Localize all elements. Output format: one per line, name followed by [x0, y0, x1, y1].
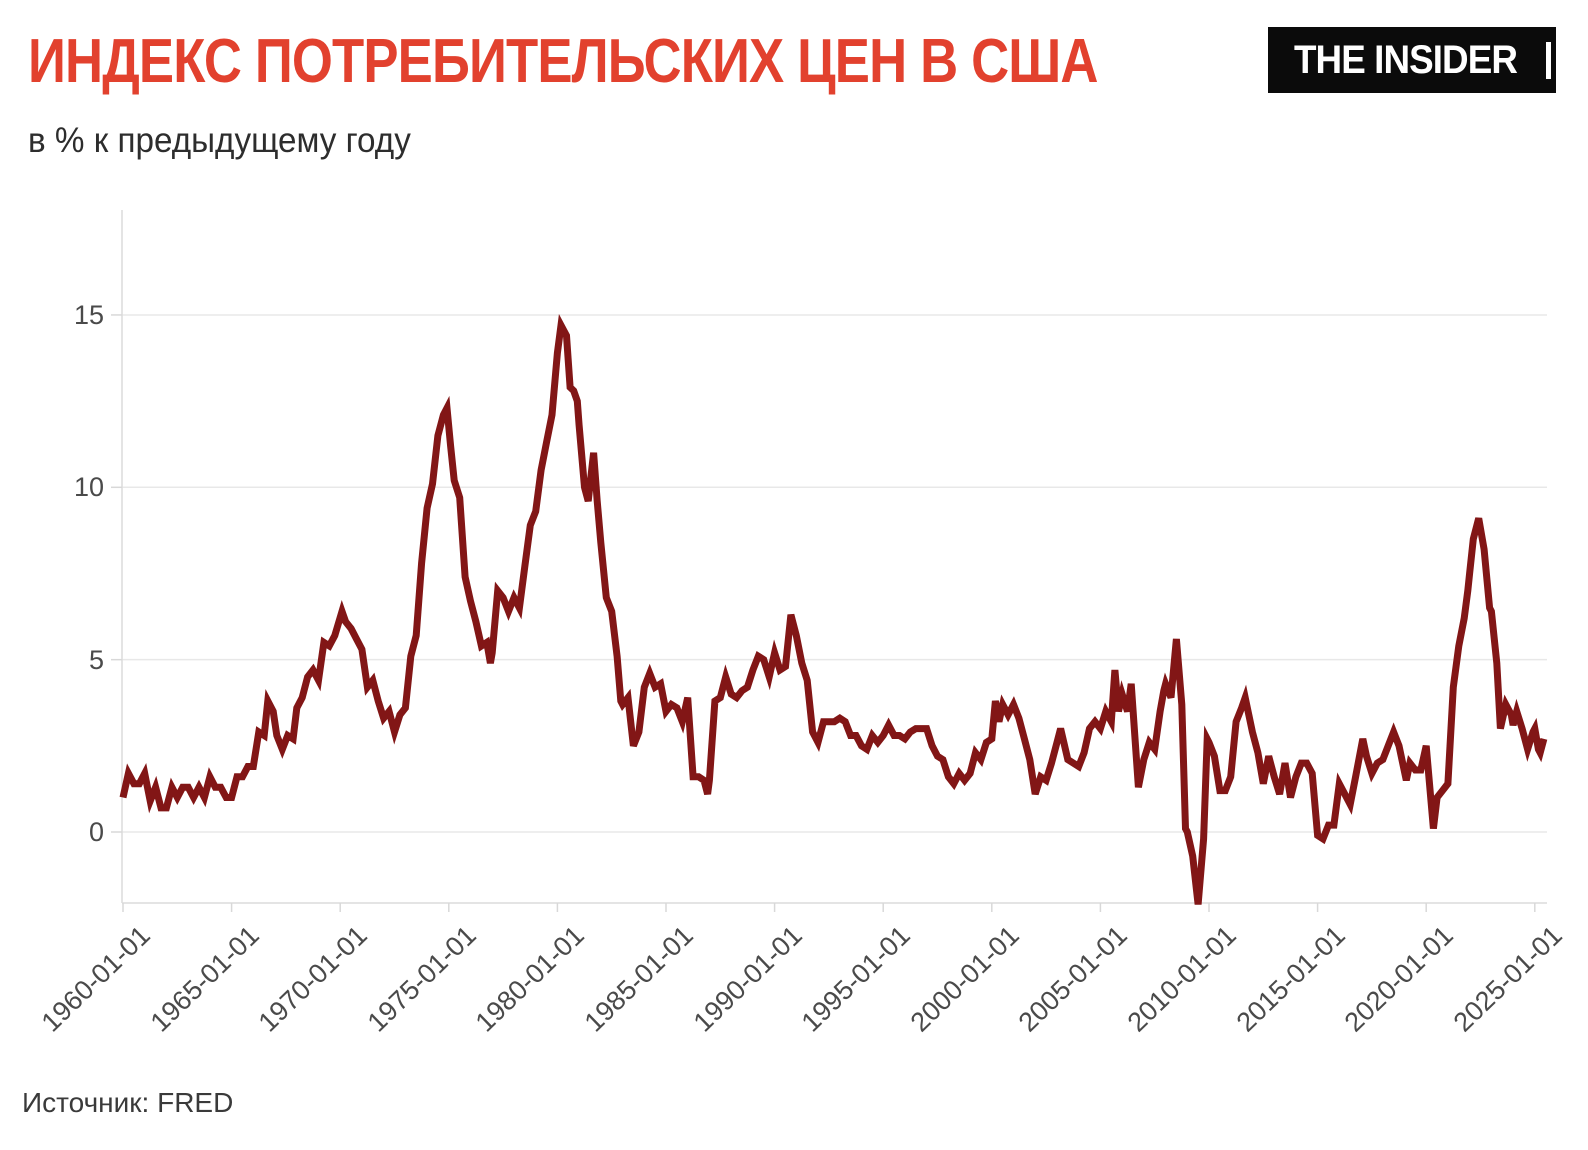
y-tick-label-5: 5: [88, 644, 104, 675]
the-insider-logo: THE INSIDER: [1268, 27, 1556, 93]
logo-cursor-bar: [1546, 41, 1552, 79]
y-tick-label-10: 10: [73, 472, 104, 503]
y-tick-label-0: 0: [88, 817, 104, 847]
logo-text: THE INSIDER: [1294, 37, 1518, 82]
chart-subtitle: в % к предыдущему году: [28, 121, 411, 160]
y-tick-label-15: 15: [73, 299, 104, 330]
cpi-series-line: [119, 314, 1548, 905]
page-title: ИНДЕКС ПОТРЕБИТЕЛЬСКИХ ЦЕН В США: [28, 27, 1098, 96]
source-note: Источник: FRED: [22, 1087, 234, 1118]
